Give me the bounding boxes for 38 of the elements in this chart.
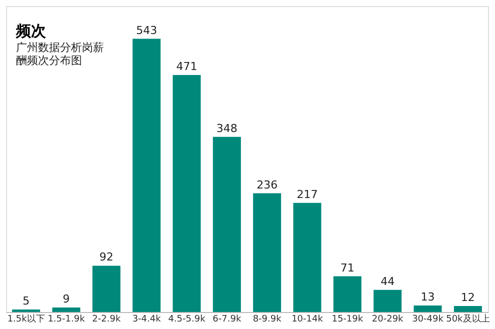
chart-title: 频次: [15, 22, 47, 40]
bar: [212, 136, 241, 312]
data-label: 71: [340, 261, 354, 274]
bar: [172, 75, 201, 312]
bar: [52, 307, 80, 312]
x-tick-label: 2-2.9k: [92, 314, 122, 324]
x-tick-label: 6-7.9k: [212, 314, 242, 324]
x-tick-label: 1.5-1.9k: [48, 314, 86, 324]
bar: [92, 266, 120, 312]
x-tick-label: 50k及以上: [446, 314, 490, 324]
x-tick-label: 4.5-5.9k: [168, 314, 206, 324]
bar: [253, 193, 282, 312]
x-tick-label: 8-9.9k: [252, 314, 282, 324]
x-tick-label: 30-49k: [412, 314, 444, 324]
bar: [333, 276, 362, 312]
bar: [374, 290, 402, 312]
data-label: 92: [99, 250, 114, 264]
data-label: 5: [22, 294, 30, 308]
bar: [293, 202, 322, 312]
bar: [132, 38, 161, 312]
data-label: 543: [136, 24, 158, 37]
x-tick-label: 15-19k: [332, 314, 364, 324]
data-label: 348: [216, 122, 238, 135]
bar: [454, 306, 482, 312]
x-tick-label: 10-14k: [292, 314, 324, 324]
bar: [12, 309, 40, 312]
x-tick-label: 3-4.4k: [132, 314, 162, 324]
data-label: 13: [420, 290, 435, 304]
data-label: 217: [296, 188, 318, 201]
x-tick-label: 1.5k以下: [7, 314, 45, 324]
data-label: 12: [460, 290, 475, 304]
data-label: 44: [380, 274, 395, 288]
bar: [414, 305, 442, 312]
x-tick-label: 20-29k: [372, 314, 404, 324]
text: 广州数据分析岗薪酬频次分布图: [16, 41, 104, 67]
data-label: 9: [62, 292, 70, 306]
data-label: 236: [256, 178, 278, 192]
data-label: 471: [176, 60, 198, 74]
